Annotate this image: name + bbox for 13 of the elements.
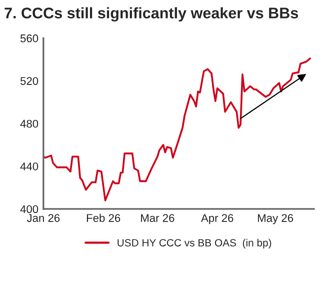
y-tick-label: 520 <box>20 77 38 85</box>
chart-title: 7. CCCs still significantly weaker vs BBs <box>4 7 298 22</box>
x-tick-label: Jan 26 <box>26 214 60 222</box>
line-series <box>43 58 311 202</box>
x-tick-label: May 26 <box>258 214 294 224</box>
y-tick-label: 560 <box>20 34 38 42</box>
y-tick-label: 400 <box>20 205 38 214</box>
x-tick-label: Feb 26 <box>86 214 120 222</box>
x-tick-label: Mar 26 <box>141 214 174 222</box>
y-tick-label: 480 <box>20 120 38 128</box>
x-tick-label: Apr 26 <box>200 214 234 224</box>
y-tick-label: 440 <box>20 162 38 170</box>
legend-label: USD HY CCC vs BB OAS (in bp) <box>118 238 272 249</box>
